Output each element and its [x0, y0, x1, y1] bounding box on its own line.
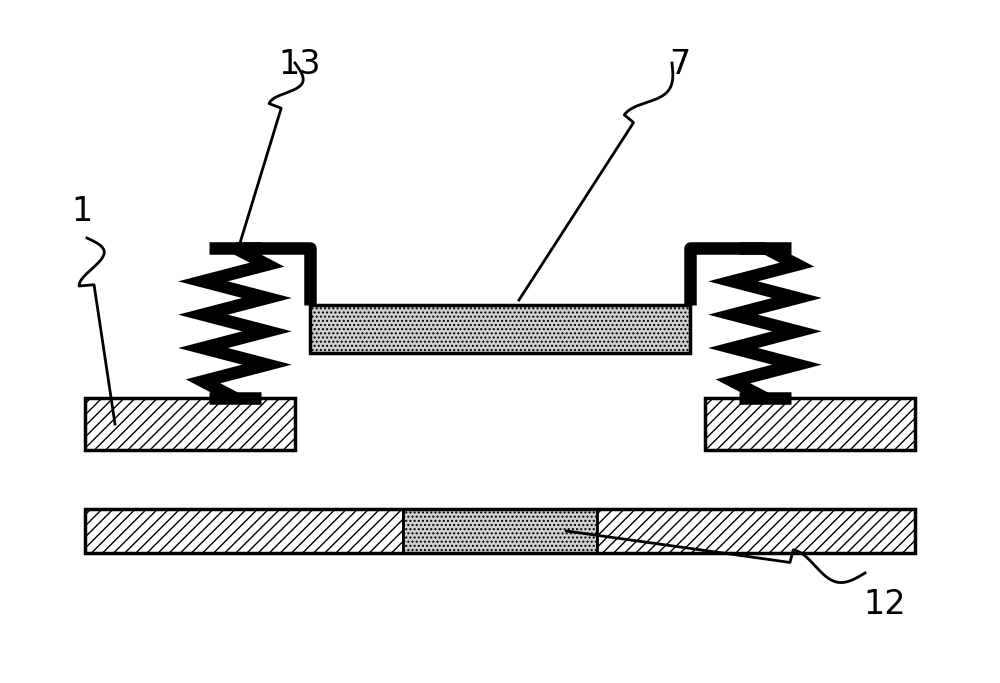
Bar: [85, 398, 295, 450]
Bar: [705, 398, 915, 450]
Bar: [597, 509, 915, 553]
Bar: [85, 509, 403, 553]
Text: 13: 13: [279, 48, 321, 81]
Text: 1: 1: [71, 195, 93, 228]
Bar: [403, 509, 597, 553]
Bar: [310, 305, 690, 353]
Text: 12: 12: [864, 588, 906, 621]
Text: 7: 7: [669, 48, 691, 81]
Bar: [85, 509, 915, 553]
